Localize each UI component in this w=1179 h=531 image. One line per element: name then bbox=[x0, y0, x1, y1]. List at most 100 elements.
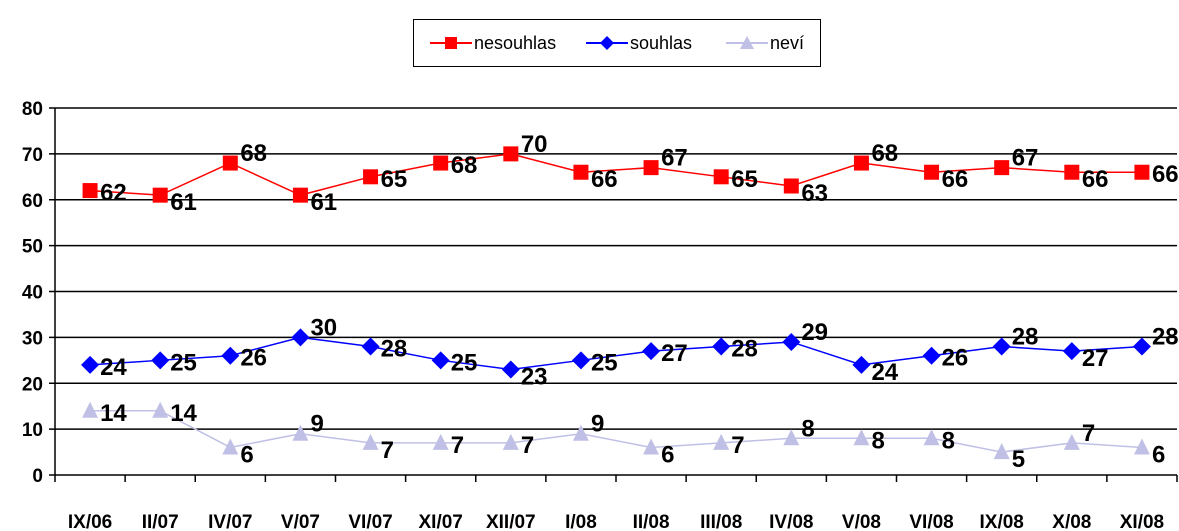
diamond-marker-icon bbox=[586, 36, 628, 50]
data-point bbox=[713, 169, 729, 185]
data-point bbox=[291, 328, 310, 347]
legend: nesouhlas souhlas neví bbox=[413, 19, 821, 67]
legend-label: nesouhlas bbox=[474, 33, 557, 53]
data-point bbox=[221, 346, 240, 365]
data-label: 67 bbox=[661, 145, 688, 172]
x-tick-label: V/07 bbox=[281, 512, 320, 531]
data-label: 27 bbox=[1082, 345, 1109, 372]
x-tick-label: III/08 bbox=[700, 512, 742, 531]
y-tick-label: 0 bbox=[32, 466, 43, 487]
series-line-neví bbox=[90, 410, 1142, 453]
x-tick-label: VI/07 bbox=[348, 512, 392, 531]
data-point bbox=[1063, 433, 1080, 450]
data-point bbox=[643, 438, 660, 455]
x-tick-label: IX/06 bbox=[68, 512, 112, 531]
data-point bbox=[783, 178, 799, 194]
data-label: 70 bbox=[521, 131, 548, 158]
data-label: 68 bbox=[240, 140, 267, 167]
x-tick-label: IX/08 bbox=[980, 512, 1024, 531]
data-point bbox=[222, 155, 238, 171]
data-label: 28 bbox=[731, 336, 758, 363]
data-point bbox=[432, 433, 449, 450]
x-tick-label: V/08 bbox=[842, 512, 881, 531]
data-point bbox=[152, 187, 168, 203]
data-label: 68 bbox=[871, 140, 898, 167]
data-label: 66 bbox=[1152, 161, 1179, 188]
data-label: 26 bbox=[240, 345, 267, 372]
data-point bbox=[853, 155, 869, 171]
data-label: 66 bbox=[591, 166, 618, 193]
data-label: 61 bbox=[170, 189, 197, 216]
data-point bbox=[1062, 342, 1081, 361]
data-point bbox=[503, 146, 519, 162]
data-point bbox=[292, 187, 308, 203]
data-label: 24 bbox=[100, 354, 127, 381]
data-label: 66 bbox=[942, 166, 969, 193]
x-tick-label: XII/07 bbox=[486, 512, 536, 531]
data-point bbox=[1132, 337, 1151, 356]
data-label: 7 bbox=[381, 437, 394, 464]
y-tick-label: 70 bbox=[22, 145, 43, 166]
data-label: 7 bbox=[521, 432, 534, 459]
data-label: 27 bbox=[661, 340, 688, 367]
data-label: 65 bbox=[381, 166, 408, 193]
data-point bbox=[992, 337, 1011, 356]
series-line-nesouhlas bbox=[90, 153, 1142, 196]
triangle-marker-icon bbox=[726, 36, 768, 49]
series-lines bbox=[81, 146, 1151, 460]
x-tick-label: VI/08 bbox=[909, 512, 953, 531]
data-label: 9 bbox=[591, 411, 604, 438]
x-tick-label: II/08 bbox=[633, 512, 670, 531]
data-point bbox=[152, 401, 169, 418]
y-tick-label: 10 bbox=[22, 420, 43, 441]
data-label: 25 bbox=[451, 349, 478, 376]
data-label: 63 bbox=[801, 180, 828, 207]
y-tick-label: 30 bbox=[22, 328, 43, 349]
data-label: 23 bbox=[521, 363, 548, 390]
data-point bbox=[994, 160, 1010, 176]
data-point bbox=[502, 433, 519, 450]
data-label: 7 bbox=[1082, 420, 1095, 447]
data-point bbox=[571, 351, 590, 370]
data-point bbox=[783, 429, 800, 446]
x-tick-label: XI/08 bbox=[1120, 512, 1164, 531]
data-label: 7 bbox=[731, 432, 744, 459]
x-tick-label: X/08 bbox=[1052, 512, 1091, 531]
y-tick-label: 20 bbox=[22, 374, 43, 395]
data-label: 6 bbox=[1152, 441, 1165, 468]
data-label: 25 bbox=[591, 349, 618, 376]
data-point bbox=[1134, 164, 1150, 180]
data-point bbox=[431, 351, 450, 370]
data-label: 28 bbox=[1152, 324, 1179, 351]
data-label: 67 bbox=[1012, 145, 1039, 172]
data-point bbox=[363, 169, 379, 185]
y-tick-label: 40 bbox=[22, 283, 43, 304]
data-point bbox=[1064, 164, 1080, 180]
data-point bbox=[361, 337, 380, 356]
data-label: 65 bbox=[731, 166, 758, 193]
x-tick-label: I/08 bbox=[565, 512, 597, 531]
y-tick-label: 60 bbox=[22, 191, 43, 212]
data-label: 14 bbox=[100, 400, 127, 427]
data-label: 28 bbox=[381, 336, 408, 363]
gridlines bbox=[55, 107, 1177, 430]
data-label: 8 bbox=[942, 427, 955, 454]
data-label: 66 bbox=[1082, 166, 1109, 193]
data-point bbox=[572, 424, 589, 441]
data-label: 29 bbox=[801, 319, 828, 346]
data-point bbox=[782, 332, 801, 351]
data-point bbox=[1133, 438, 1150, 455]
data-label: 61 bbox=[310, 189, 337, 216]
axes: 0 10 20 30 40 50 60 70 80 IX/06 II/07 IV/07 V/07 VI/0… bbox=[22, 99, 1178, 531]
data-point bbox=[82, 401, 99, 418]
data-label: 5 bbox=[1012, 446, 1025, 473]
data-point bbox=[642, 342, 661, 361]
data-point bbox=[852, 355, 871, 374]
data-label: 8 bbox=[871, 427, 884, 454]
data-point bbox=[643, 160, 659, 176]
data-point bbox=[713, 433, 730, 450]
x-tick-label: IV/08 bbox=[769, 512, 813, 531]
data-label: 6 bbox=[661, 441, 674, 468]
